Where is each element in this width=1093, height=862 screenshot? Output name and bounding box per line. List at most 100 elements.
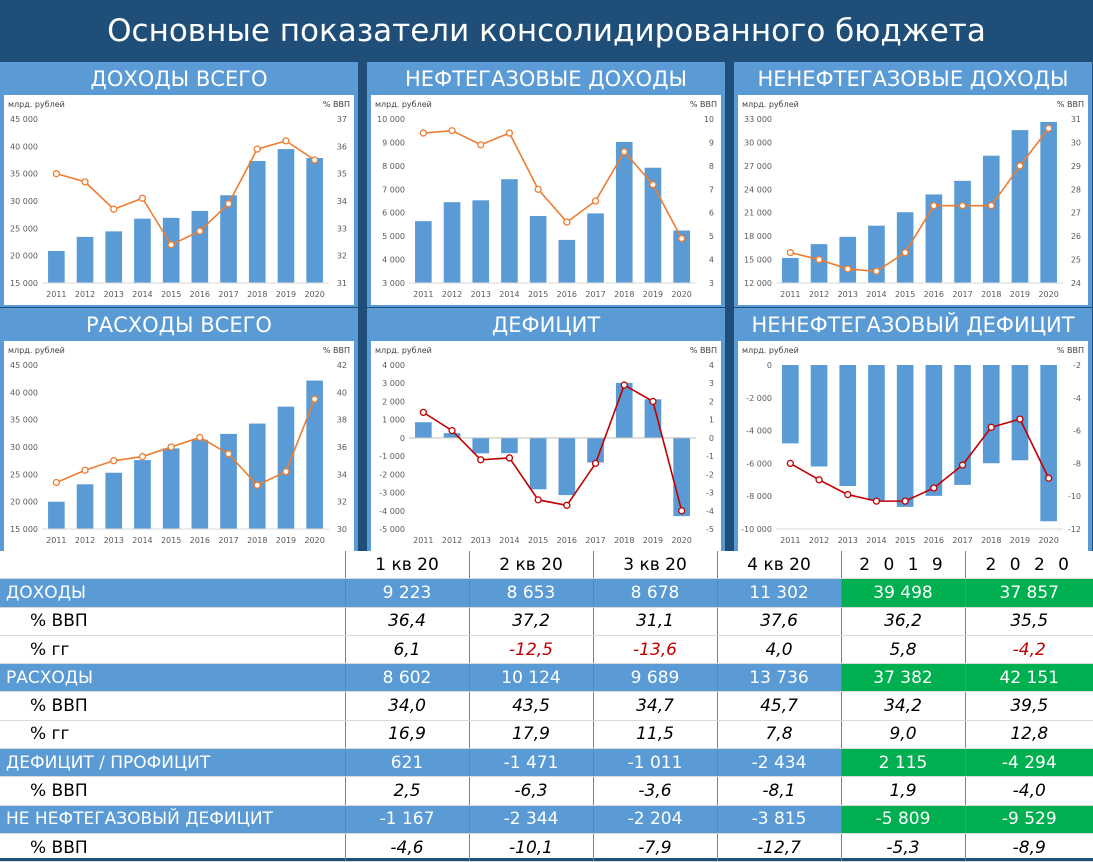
bar (48, 250, 65, 283)
y-tick-label: 7 000 (382, 185, 405, 194)
x-tick-label: 2016 (190, 290, 210, 299)
line-point (419, 129, 427, 137)
y2-tick-label: -1 (706, 452, 714, 461)
line-point (786, 248, 794, 257)
x-tick-label: 2016 (924, 536, 944, 545)
line-point (138, 194, 147, 202)
line-point (253, 481, 261, 489)
row-label: % гг (0, 635, 345, 665)
y2-tick-label: 5 (709, 232, 714, 241)
y-axis-label-left: млрд. рублей (375, 346, 432, 355)
bar (839, 236, 857, 283)
line-point (563, 501, 571, 509)
bar (248, 160, 266, 283)
x-tick-label: 2018 (247, 536, 267, 545)
line-point (815, 476, 823, 484)
y2-tick-label: 36 (337, 443, 347, 452)
x-tick-label: 2016 (924, 290, 944, 299)
bar (644, 399, 662, 438)
table-cell: 11,5 (592, 720, 717, 750)
x-tick-label: 2018 (614, 290, 634, 299)
x-tick-label: 2019 (276, 290, 296, 299)
line-point (81, 466, 89, 474)
y2-tick-label: 2 (709, 397, 714, 406)
x-tick-label: 2014 (499, 536, 519, 545)
line-point (901, 248, 909, 257)
y2-tick-label: 0 (709, 434, 714, 443)
bar (896, 365, 914, 507)
table-cell: 6,1 (344, 635, 469, 665)
table-cell: 35,5 (964, 607, 1093, 636)
y-tick-label: 27 000 (744, 162, 772, 171)
bar (925, 365, 943, 496)
series-line (790, 127, 1050, 273)
table-cell: -7,9 (592, 833, 717, 862)
y2-tick-label: 32 (337, 252, 347, 261)
y-axis-label-left: млрд. рублей (742, 346, 799, 355)
bar (443, 202, 461, 283)
y-tick-label: 0 (767, 361, 772, 370)
bar (782, 257, 799, 283)
series-line (422, 383, 683, 511)
table-cell: -4,2 (964, 635, 1093, 665)
table-cell: 2,5 (344, 776, 469, 806)
y-tick-label: 15 000 (10, 279, 38, 288)
line-point (196, 227, 204, 235)
x-tick-label: 2014 (132, 290, 152, 299)
y-tick-label: -5 000 (379, 525, 405, 534)
y-tick-label: 30 000 (10, 443, 38, 452)
line-point (649, 180, 657, 189)
chart-oilgas: млрд. рублей % ВВП 3 000 4 000 5 000 6 000 7 0… (375, 100, 717, 299)
line-point (167, 241, 175, 249)
y-tick-label: 18 000 (744, 232, 772, 241)
line-point (196, 433, 204, 442)
line-point (930, 484, 938, 492)
bar (48, 501, 65, 529)
y-tick-label: 40 000 (10, 142, 38, 151)
bar (587, 437, 604, 463)
bar (277, 149, 295, 283)
y2-tick-label: 25 (1071, 256, 1081, 265)
y2-tick-label: 37 (337, 115, 347, 124)
table-cell: 36,4 (344, 607, 469, 636)
y-tick-label: 45 000 (10, 361, 38, 370)
table-cell: 621 (344, 748, 469, 778)
row-label: % ВВП (0, 691, 345, 721)
table-cell: -4,0 (964, 776, 1093, 806)
y2-tick-label: 27 (1071, 209, 1081, 218)
row-label: ДЕФИЦИТ / ПРОФИЦИТ (0, 748, 345, 778)
y2-tick-label: -8 (1073, 459, 1081, 468)
x-tick-label: 2019 (1010, 290, 1030, 299)
row-label: НЕ НЕФТЕГАЗОВЫЙ ДЕФИЦИТ (0, 805, 345, 834)
panel-oilgas: НЕФТЕГАЗОВЫЕ ДОХОДЫ млрд. рублей % ВВП 3 0… (367, 62, 725, 307)
line-point (958, 461, 967, 469)
x-tick-label: 2015 (161, 536, 181, 545)
line-point (310, 156, 319, 164)
x-tick-label: 2018 (981, 290, 1001, 299)
table-cell: -13,6 (592, 635, 717, 665)
table-cell: 9 223 (344, 578, 469, 608)
y-axis-label-right: % ВВП (1057, 346, 1084, 355)
table-cell: 4,0 (716, 635, 841, 665)
x-tick-label: 2013 (471, 536, 491, 545)
line-point (844, 265, 852, 273)
x-tick-label: 2020 (671, 536, 691, 545)
line-point (844, 490, 852, 499)
table-row: % гг 6,1 -12,5 -13,6 4,0 5,8 -4,2 (0, 635, 1093, 665)
chart-title: ДЕФИЦИТ (491, 313, 601, 337)
bar (782, 365, 799, 444)
x-tick-label: 2018 (247, 290, 267, 299)
y2-tick-label: 42 (337, 361, 347, 370)
chart-title: НЕФТЕГАЗОВЫЕ ДОХОДЫ (404, 67, 688, 91)
y2-tick-label: 31 (1071, 115, 1081, 124)
x-tick-label: 2020 (671, 290, 691, 299)
y2-tick-label: 36 (337, 142, 347, 151)
y-tick-label: 8 000 (382, 162, 405, 171)
y2-tick-label: 4 (709, 256, 714, 265)
y-axis-label-right: % ВВП (690, 100, 717, 109)
x-tick-label: 2020 (304, 536, 324, 545)
y-tick-label: 3 000 (382, 279, 405, 288)
bar (810, 244, 828, 283)
bar (277, 406, 295, 529)
page-title: Основные показатели консолидированного б… (0, 0, 1093, 62)
